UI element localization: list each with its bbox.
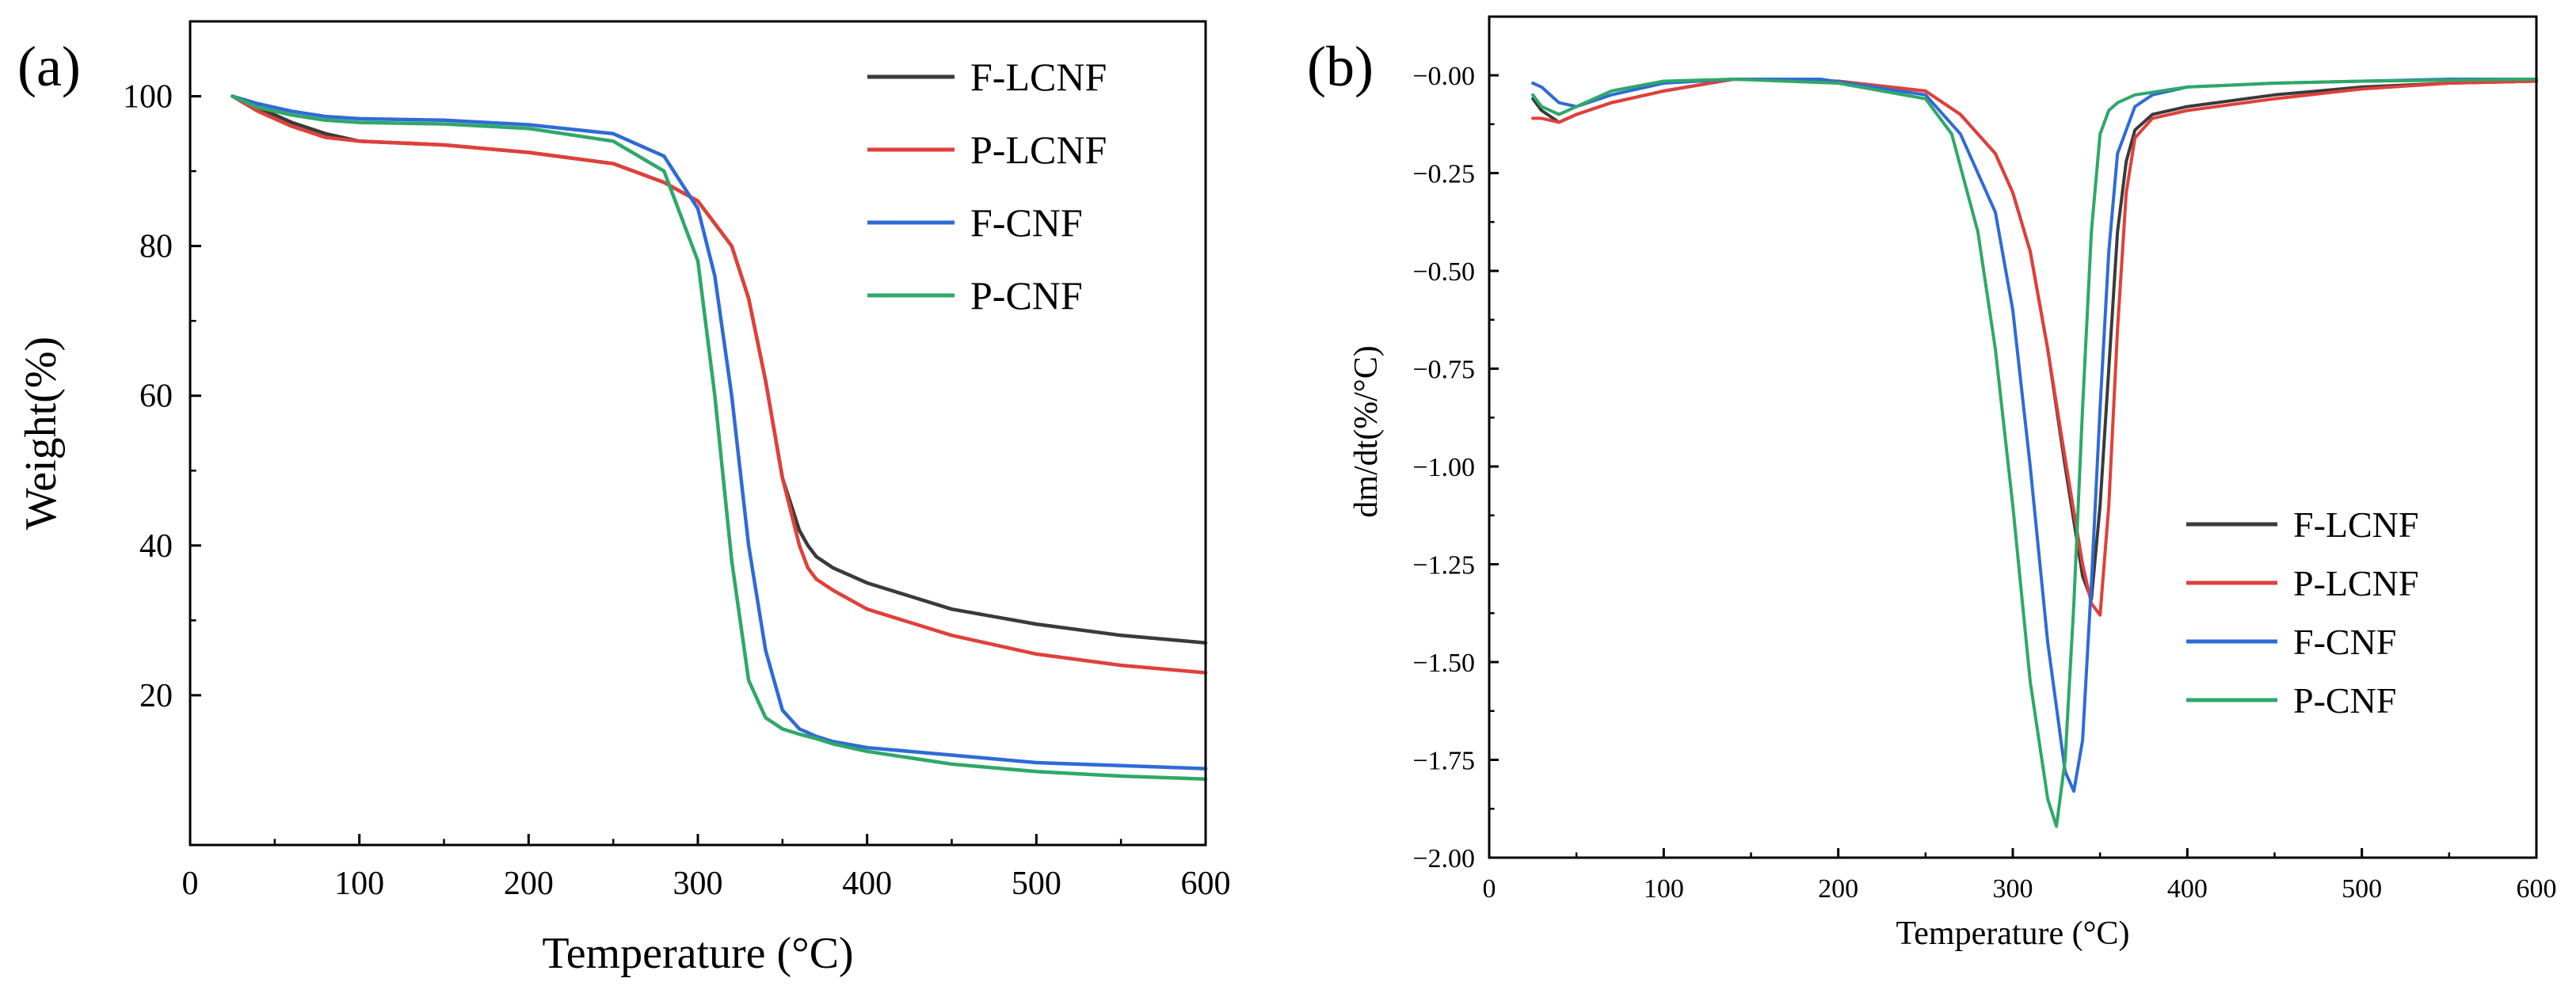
panel-b-y-axis-title: dm/dt(%/°C) (1348, 345, 1385, 517)
panel-b-x-tick-label: 300 (1993, 874, 2033, 904)
panel-a-label: (a) (17, 35, 81, 98)
panel-a-x-tick-label: 100 (334, 866, 384, 902)
panel-b-x-tick-label: 200 (1818, 874, 1858, 904)
legend-a-label-p-cnf: P-CNF (970, 273, 1083, 318)
panel-a-legend: F-LCNF P-LCNF F-CNF P-CNF (867, 55, 1107, 318)
panel-b-y-tick-label: −0.50 (1412, 257, 1475, 287)
legend-b-label-f-cnf: F-CNF (2293, 622, 2396, 662)
panel-b-series-lines (1531, 78, 2538, 828)
panel-b-y-tick-label: −1.50 (1412, 649, 1475, 678)
panel-a-y-tick-label: 40 (139, 528, 173, 565)
panel-b-x-tick-label: 100 (1644, 874, 1684, 904)
panel-b-series-p-cnf (1531, 78, 2538, 828)
panel-a-x-axis-title: Temperature (°C) (542, 929, 853, 978)
panel-a-y-tick-label: 80 (139, 229, 173, 265)
panel-b-x-tick-label: 400 (2167, 874, 2208, 904)
panel-a-y-axis-title: Weight(%) (17, 337, 66, 530)
panel-b-y-tick-label: −1.00 (1412, 453, 1475, 482)
panel-b-ticks: 0 100 200 300 400 500 600 −0.00 −0.25 −0.50 −0.75 −… (1412, 62, 2556, 904)
panel-a-x-tick-label: 200 (504, 866, 554, 902)
panel-a-x-tick-label: 300 (673, 866, 723, 902)
panel-b-legend: F-LCNF P-LCNF F-CNF P-CNF (2186, 504, 2418, 721)
panel-a-y-tick-label: 100 (123, 79, 173, 116)
panel-b-series-p-lcnf (1531, 78, 2538, 617)
panel-a-x-tick-label: 500 (1012, 866, 1061, 902)
panel-b-y-tick-label: −1.75 (1412, 747, 1475, 776)
panel-b-x-axis-title: Temperature (°C) (1896, 915, 2130, 952)
panel-a-x-tick-label: 600 (1181, 866, 1231, 902)
panel-b-x-tick-label: 0 (1483, 874, 1496, 904)
panel-b-plot-frame (1488, 15, 2538, 859)
panel-a-y-tick-label: 60 (139, 379, 173, 415)
legend-b-label-p-lcnf: P-LCNF (2293, 563, 2418, 603)
panel-b-y-tick-label: −1.25 (1412, 551, 1475, 580)
panel-a-series-p-cnf (231, 94, 1208, 782)
legend-a-label-f-cnf: F-CNF (970, 200, 1083, 245)
panel-a-series-lines (231, 94, 1208, 782)
legend-a-label-p-lcnf: P-LCNF (970, 128, 1107, 172)
panel-b-label: (b) (1307, 35, 1374, 98)
panel-b-y-tick-label: −0.00 (1412, 62, 1475, 91)
panel-a-ticks: 0 100 200 300 400 500 600 20 40 60 80 100 (123, 79, 1231, 902)
panel-a-series-p-lcnf (231, 94, 1208, 675)
legend-b-label-f-lcnf: F-LCNF (2293, 504, 2418, 545)
legend-b-label-p-cnf: P-CNF (2293, 680, 2396, 721)
panel-a-y-tick-label: 20 (139, 678, 173, 714)
panel-b-y-tick-label: −0.25 (1412, 160, 1475, 189)
panel-a-x-tick-label: 0 (182, 866, 199, 902)
panel-b-x-tick-label: 600 (2517, 874, 2557, 904)
panel-b-y-tick-label: −2.00 (1412, 844, 1475, 873)
legend-a-label-f-lcnf: F-LCNF (970, 55, 1107, 99)
panel-a-plot-frame (189, 20, 1207, 847)
panel-b-x-tick-label: 500 (2342, 874, 2382, 904)
panel-a-series-f-cnf (231, 94, 1208, 771)
panel-b-derivative-chart: (b) 0 100 200 300 400 500 600 −0.00 −0.25 −0.50 −0… (1307, 15, 2557, 952)
panel-b-y-tick-label: −0.75 (1412, 356, 1475, 385)
panel-a-x-tick-label: 400 (842, 866, 892, 902)
panel-a-weight-chart: (a) 0 100 200 300 400 500 600 20 40 60 80 100 Tempe… (17, 20, 1231, 978)
